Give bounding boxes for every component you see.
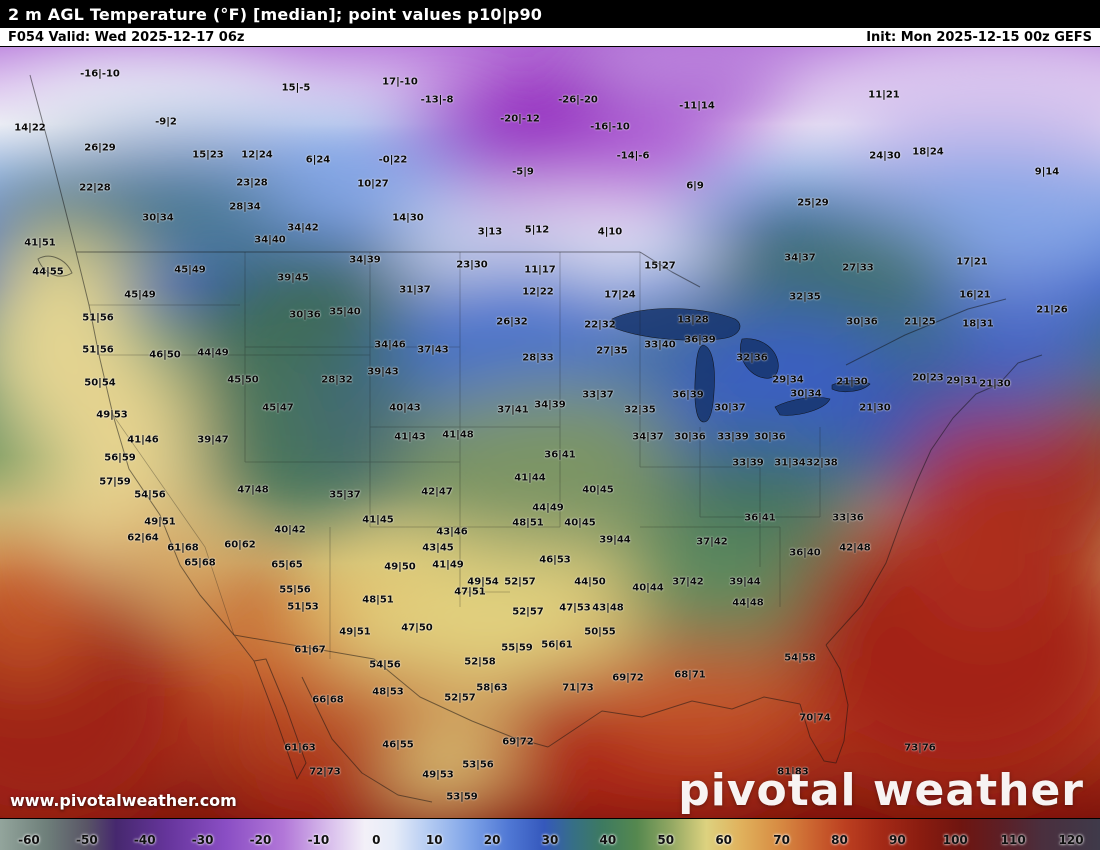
watermark-brand: pivotal weather	[678, 765, 1084, 816]
colorbar-tick-label: 90	[889, 833, 906, 847]
temperature-map	[0, 47, 1100, 818]
colorbar-tick-label: 30	[541, 833, 559, 847]
colorbar-tick-label: 50	[657, 833, 675, 847]
colorbar-tick-label: 70	[773, 833, 790, 847]
state-borders	[89, 252, 821, 659]
colorbar-tick-label: 10	[425, 833, 443, 847]
colorbar-tick-label: 120	[1058, 833, 1084, 847]
title-bar: 2 m AGL Temperature (°F) [median]; point…	[0, 0, 1100, 28]
colorbar-tick-label: 60	[715, 833, 733, 847]
colorbar-tick-label: -30	[191, 833, 214, 847]
colorbar-tick-label: 100	[942, 833, 968, 847]
colorbar-tick-label: -60	[18, 833, 40, 847]
great-lakes	[611, 308, 871, 423]
colorbar-tick-label: 20	[483, 833, 501, 847]
geography-borders	[29, 74, 1043, 803]
watermark-url: www.pivotalweather.com	[10, 791, 237, 810]
colorbar-tick-label: -40	[133, 833, 156, 847]
info-bar: F054 Valid: Wed 2025-12-17 06z Init: Mon…	[0, 28, 1100, 47]
colorbar-tick-label: 0	[372, 833, 381, 847]
init-time-label: Init: Mon 2025-12-15 00z GEFS	[866, 29, 1092, 45]
temperature-anomaly-blobs	[0, 47, 1100, 818]
colorbar-tick-label: -10	[307, 833, 330, 847]
colorbar-tick-label: 110	[1000, 833, 1026, 847]
colorbar-tick-label: 80	[831, 833, 848, 847]
colorbar-tick-label: -50	[75, 833, 98, 847]
colorbar-tick-label: 40	[599, 833, 617, 847]
colorbar-tick-label: -20	[249, 833, 272, 847]
colorbar: -60 -50 -40 -30 -20 -10 0 10 20 30 40 50 60 70 80 90 100…	[0, 818, 1100, 850]
map-area: -16|-10 15|-5 17|-10 -13|-8 -26|-20 -11|14 11|…	[0, 47, 1100, 818]
valid-time-label: F054 Valid: Wed 2025-12-17 06z	[8, 29, 245, 45]
page-title: 2 m AGL Temperature (°F) [median]; point…	[8, 4, 543, 24]
